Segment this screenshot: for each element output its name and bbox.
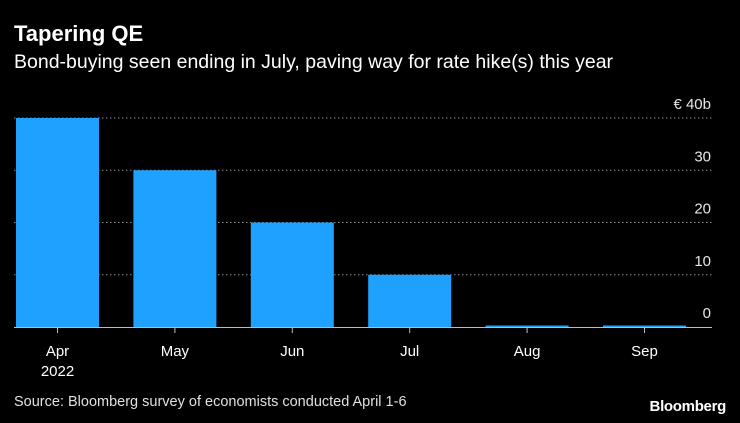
y-tick-label: 0: [703, 305, 711, 322]
chart-subtitle: Bond-buying seen ending in July, paving …: [14, 51, 614, 73]
bar-apr: [16, 118, 99, 327]
x-tick-label: May: [161, 343, 190, 360]
x-tick-label: Jul: [400, 343, 419, 360]
y-tick-label: € 40b: [673, 96, 711, 113]
x-tick-sublabel: 2022: [41, 363, 74, 380]
source-note: Source: Bloomberg survey of economists c…: [14, 394, 407, 410]
x-tick-label: Apr: [46, 343, 69, 360]
bar-sep: [603, 325, 686, 327]
y-tick-label: 20: [694, 201, 711, 218]
y-tick-label: 10: [694, 253, 711, 270]
bloomberg-logo: Bloomberg: [649, 398, 727, 415]
x-tick-label: Jun: [280, 343, 304, 360]
x-tick-label: Sep: [631, 343, 658, 360]
bar-aug: [485, 325, 569, 327]
chart-title: Tapering QE: [14, 21, 144, 46]
bar-jun: [250, 222, 334, 327]
bar-may: [133, 170, 217, 327]
y-tick-label: 30: [694, 148, 711, 165]
bar-jul: [368, 274, 452, 327]
x-tick-label: Aug: [514, 343, 541, 360]
